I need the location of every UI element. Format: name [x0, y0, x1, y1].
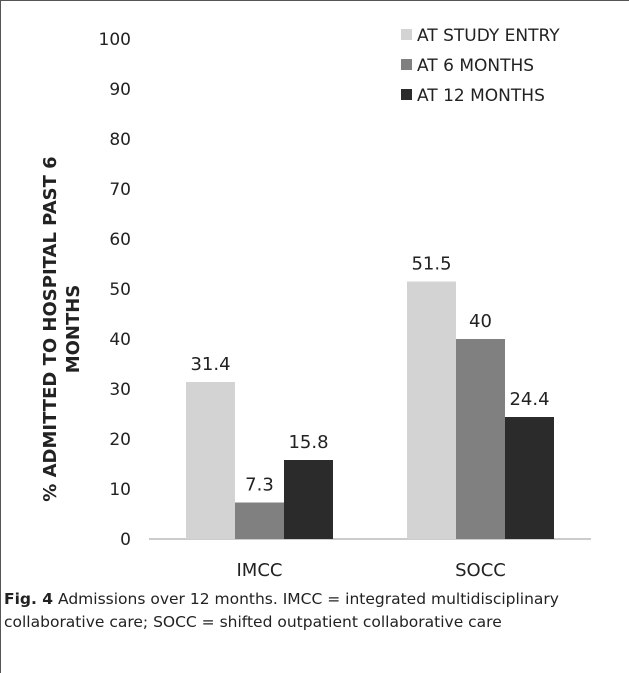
y-tick-label: 80: [109, 130, 131, 150]
y-tick-label: 60: [109, 230, 131, 250]
legend-label: AT 12 MONTHS: [417, 86, 545, 106]
caption-figure-label: Fig. 4: [4, 590, 54, 608]
legend-swatch: [401, 29, 412, 40]
bar: [284, 460, 333, 539]
bar: [235, 502, 284, 539]
x-category-label: SOCC: [455, 560, 506, 581]
bar: [407, 281, 456, 539]
y-axis-title: MONTHS: [63, 285, 84, 374]
legend-swatch: [401, 89, 412, 100]
data-label: 40: [469, 311, 492, 332]
data-label: 7.3: [245, 475, 274, 496]
y-tick-label: 40: [109, 330, 131, 350]
data-label: 31.4: [190, 354, 230, 375]
y-tick-label: 30: [109, 380, 131, 400]
data-label: 15.8: [288, 432, 328, 453]
y-tick-label: 50: [109, 280, 131, 300]
legend-label: AT 6 MONTHS: [417, 56, 534, 76]
legend-label: AT STUDY ENTRY: [417, 26, 560, 46]
bar: [456, 339, 505, 539]
x-category-label: IMCC: [237, 560, 283, 581]
y-tick-label: 70: [109, 180, 131, 200]
bar-chart: 0 10 20 30 40 50 60 70 80 90 100 31.4 7.3 15.8 IMCC 51.…: [40, 26, 591, 581]
y-tick-label: 20: [109, 430, 131, 450]
y-tick-label: 10: [109, 480, 131, 500]
bar: [505, 417, 554, 539]
bar: [186, 382, 235, 539]
data-label: 51.5: [411, 254, 451, 275]
y-tick-label: 100: [99, 30, 131, 50]
y-axis-title: % ADMITTED TO HOSPITAL PAST 6: [40, 156, 61, 501]
y-tick-label: 90: [109, 80, 131, 100]
caption-text: Admissions over 12 months. IMCC = integr…: [4, 590, 559, 631]
data-label: 24.4: [509, 389, 549, 410]
legend-swatch: [401, 59, 412, 70]
y-tick-label: 0: [120, 530, 131, 550]
figure-caption: Fig. 4 Admissions over 12 months. IMCC =…: [4, 588, 604, 634]
